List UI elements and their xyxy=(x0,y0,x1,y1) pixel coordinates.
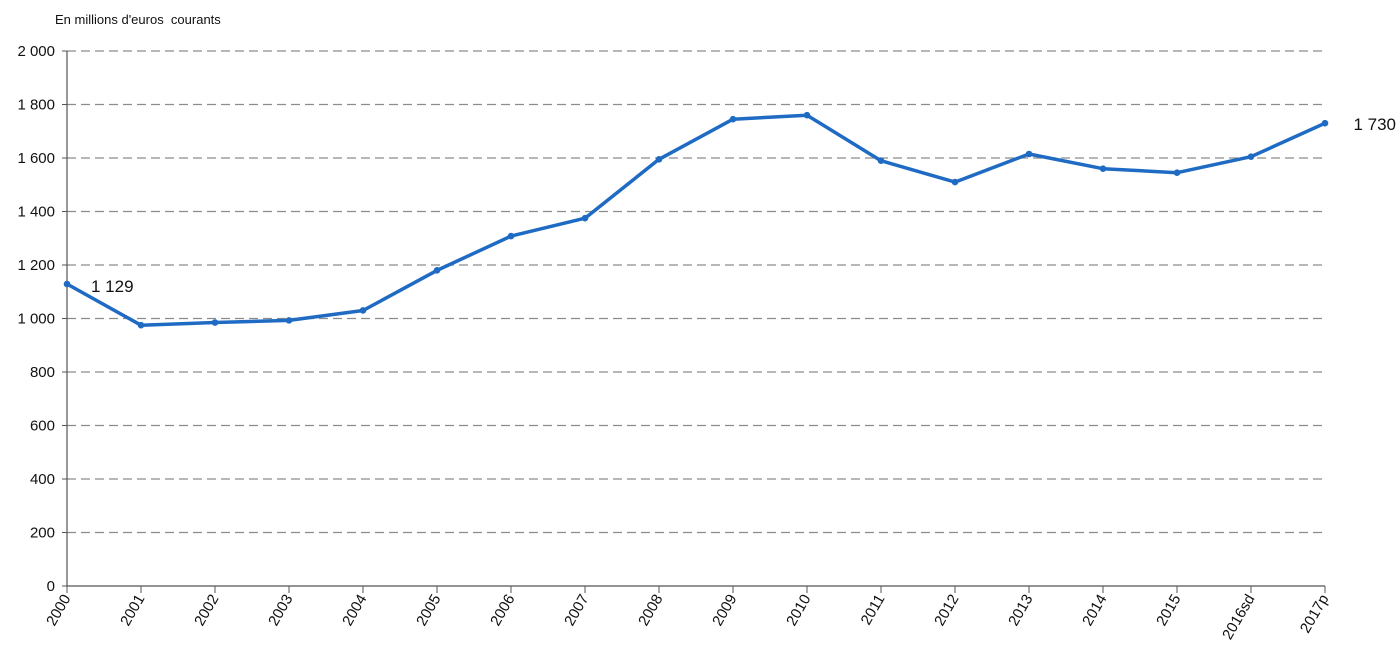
y-tick-label: 1 000 xyxy=(17,311,55,328)
x-tick-label: 2012 xyxy=(931,592,962,629)
x-tick-label: 2006 xyxy=(487,592,518,629)
x-tick-label: 2010 xyxy=(783,592,814,629)
data-point xyxy=(285,317,293,324)
y-tick-label: 1 800 xyxy=(17,97,55,114)
x-tick-label: 2001 xyxy=(117,592,148,629)
data-point xyxy=(63,280,71,288)
x-tick-label: 2007 xyxy=(561,592,592,629)
y-tick-label: 600 xyxy=(30,418,55,435)
y-tick-label: 2 000 xyxy=(17,43,55,60)
x-tick-label: 2017p xyxy=(1297,592,1333,637)
x-tick-label: 2004 xyxy=(339,592,370,629)
y-tick-label: 0 xyxy=(47,578,55,595)
y-tick-label: 1 200 xyxy=(17,257,55,274)
x-tick-label: 2015 xyxy=(1153,592,1184,629)
y-axis-unit-label: En millions d'euros courants xyxy=(55,12,221,27)
y-tick-label: 400 xyxy=(30,471,55,488)
data-point xyxy=(581,214,589,222)
data-point xyxy=(1025,150,1033,158)
data-point xyxy=(433,267,441,274)
x-tick-label: 2005 xyxy=(413,592,444,629)
data-point xyxy=(1247,153,1255,160)
data-point xyxy=(729,115,737,123)
y-tick-label: 1 600 xyxy=(17,150,55,167)
x-tick-label: 2008 xyxy=(635,592,666,629)
data-point xyxy=(655,156,663,163)
y-tick-label: 800 xyxy=(30,364,55,381)
x-tick-label: 2016sd xyxy=(1219,592,1258,643)
data-point xyxy=(507,232,515,240)
data-point xyxy=(1321,119,1329,127)
data-label: 1 129 xyxy=(91,277,134,296)
x-tick-label: 2002 xyxy=(191,592,222,629)
x-tick-label: 2009 xyxy=(709,592,740,629)
x-tick-label: 2003 xyxy=(265,592,296,629)
y-tick-label: 200 xyxy=(30,525,55,542)
x-tick-label: 2011 xyxy=(858,592,889,628)
data-label: 1 730 xyxy=(1353,115,1396,134)
x-tick-label: 2014 xyxy=(1079,592,1110,629)
data-point xyxy=(803,111,811,119)
y-tick-label: 1 400 xyxy=(17,204,55,221)
x-tick-label: 2000 xyxy=(43,592,74,629)
data-point xyxy=(359,307,367,314)
data-point xyxy=(137,321,145,329)
data-point xyxy=(877,157,885,164)
x-tick-label: 2013 xyxy=(1005,592,1036,629)
data-point xyxy=(951,178,959,186)
series-line xyxy=(65,113,1327,327)
data-point xyxy=(1173,169,1181,177)
data-point xyxy=(211,319,219,326)
data-point xyxy=(1099,165,1107,172)
